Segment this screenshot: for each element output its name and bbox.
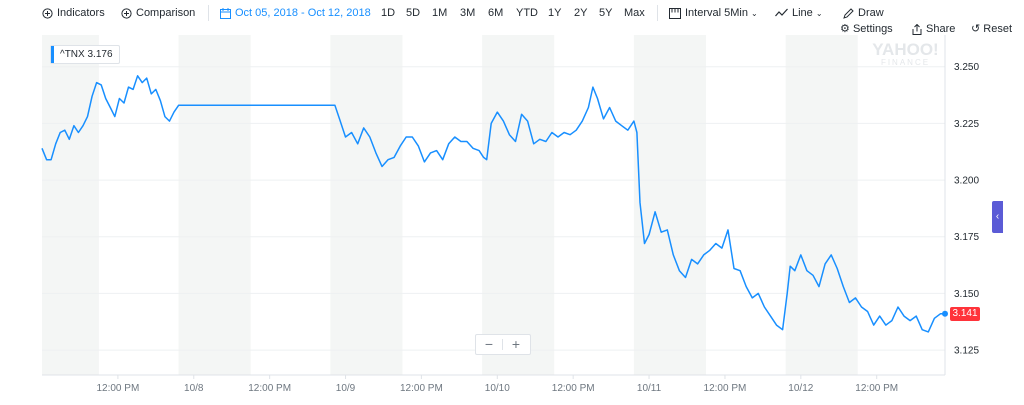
- date-range-picker[interactable]: Oct 05, 2018 - Oct 12, 2018: [220, 6, 371, 20]
- interval-dropdown[interactable]: Interval 5Min ⌄: [669, 6, 758, 21]
- session-shading: [42, 35, 99, 375]
- range-2y-button[interactable]: 2Y: [574, 7, 588, 19]
- x-tick-label: 12:00 PM: [704, 383, 747, 394]
- range-max-button[interactable]: Max: [624, 7, 645, 19]
- zoom-out-button[interactable]: −: [484, 336, 494, 352]
- indicators-button[interactable]: Indicators: [42, 6, 105, 20]
- range-1m-button[interactable]: 1M: [432, 7, 448, 19]
- yahoo-finance-watermark: YAHOO! FINANCE: [868, 40, 943, 68]
- plus-circle-icon: [42, 7, 53, 19]
- reset-icon: ↺: [971, 23, 981, 35]
- y-tick-label: 3.250: [954, 62, 979, 73]
- x-tick-label: 12:00 PM: [400, 383, 443, 394]
- reset-button[interactable]: ↺ Reset: [971, 22, 1012, 36]
- line-chart-icon: [775, 8, 788, 17]
- settings-label: Settings: [852, 23, 893, 35]
- interval-icon: [669, 7, 681, 19]
- share-label: Share: [926, 23, 956, 35]
- toolbar-divider: [657, 5, 658, 21]
- share-icon: [912, 23, 922, 35]
- chart-subtools: ⚙ Settings Share ↺ Reset: [0, 22, 1024, 36]
- reset-label: Reset: [983, 23, 1013, 35]
- toolbar-divider: [208, 5, 209, 21]
- x-tick-label: 12:00 PM: [248, 383, 291, 394]
- x-tick-label: 12:00 PM: [855, 383, 898, 394]
- indicators-label: Indicators: [57, 7, 105, 19]
- x-tick-label: 10/10: [485, 383, 510, 394]
- x-tick-label: 10/11: [637, 383, 662, 394]
- price-series-line: [41, 75, 945, 333]
- series-legend[interactable]: ^TNX 3.176: [50, 45, 120, 64]
- range-5d-button[interactable]: 5D: [406, 7, 421, 19]
- legend-value: 3.176: [87, 49, 113, 60]
- gear-icon: ⚙: [840, 23, 850, 35]
- legend-color-bar: [51, 46, 54, 63]
- range-3m-button[interactable]: 3M: [460, 7, 476, 19]
- session-shading: [482, 35, 555, 375]
- calendar-icon: [220, 7, 231, 19]
- watermark-line2: FINANCE: [880, 58, 931, 67]
- x-tick-label: 10/12: [788, 383, 813, 394]
- legend-symbol: ^TNX: [60, 49, 85, 60]
- draw-label: Draw: [858, 7, 884, 19]
- session-shading: [633, 35, 706, 375]
- side-panel-toggle[interactable]: ‹: [992, 201, 1003, 233]
- interval-value: 5Min: [724, 7, 748, 19]
- interval-label: Interval: [685, 7, 722, 19]
- range-5y-button[interactable]: 5Y: [599, 7, 613, 19]
- pencil-icon: [843, 7, 854, 19]
- comparison-button[interactable]: Comparison: [121, 6, 195, 20]
- chart-type-dropdown[interactable]: Line ⌄: [775, 6, 823, 21]
- range-1d-button[interactable]: 1D: [381, 7, 396, 19]
- zoom-in-button[interactable]: +: [511, 336, 521, 352]
- last-price-label: 3.141: [950, 306, 980, 321]
- x-tick-label: 12:00 PM: [96, 383, 139, 394]
- zoom-divider: [502, 339, 503, 350]
- chart-type-label: Line: [792, 7, 813, 19]
- share-button[interactable]: Share: [912, 22, 955, 36]
- zoom-control: − +: [475, 334, 531, 355]
- y-tick-label: 3.200: [954, 176, 979, 187]
- settings-button[interactable]: ⚙ Settings: [840, 22, 893, 36]
- watermark-line1: YAHOO!: [872, 40, 939, 59]
- draw-button[interactable]: Draw: [843, 6, 884, 20]
- chevron-down-icon: ⌄: [815, 9, 823, 18]
- chevron-down-icon: ⌄: [751, 9, 758, 18]
- y-tick-label: 3.150: [954, 289, 979, 300]
- comparison-label: Comparison: [136, 7, 196, 19]
- range-1y-button[interactable]: 1Y: [548, 7, 562, 19]
- range-ytd-button[interactable]: YTD: [516, 7, 538, 19]
- chart-toolbar: Indicators Comparison Oct 05, 2018 - Oct…: [0, 0, 1024, 26]
- session-shading: [785, 35, 858, 375]
- y-tick-label: 3.225: [954, 119, 979, 130]
- x-tick-label: 10/8: [184, 383, 204, 394]
- last-price-dot: [942, 310, 948, 317]
- y-tick-label: 3.125: [954, 346, 979, 357]
- range-6m-button[interactable]: 6M: [488, 7, 504, 19]
- plus-circle-icon: [121, 7, 132, 19]
- date-range-label: Oct 05, 2018 - Oct 12, 2018: [235, 7, 371, 19]
- y-tick-label: 3.175: [954, 232, 979, 243]
- x-tick-label: 12:00 PM: [552, 383, 595, 394]
- session-shading: [330, 35, 403, 375]
- x-tick-label: 10/9: [336, 383, 356, 394]
- session-shading: [178, 35, 251, 375]
